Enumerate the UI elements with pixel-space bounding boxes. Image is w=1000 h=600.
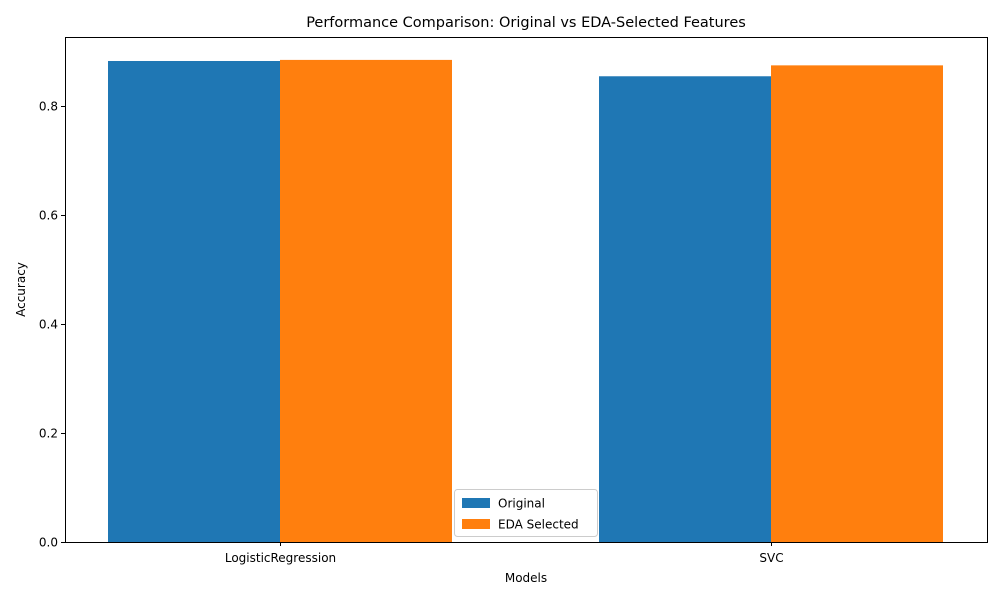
x-tick-label: LogisticRegression	[225, 551, 336, 565]
x-tick-label: SVC	[759, 551, 783, 565]
legend-label: Original	[498, 497, 545, 511]
legend-label: EDA Selected	[498, 518, 579, 532]
y-axis-label: Accuracy	[14, 262, 28, 317]
bar-original-svc	[599, 76, 771, 542]
x-axis: LogisticRegression SVC	[225, 542, 784, 565]
legend: Original EDA Selected	[454, 489, 598, 537]
bar-original-logisticregression	[108, 60, 280, 543]
chart-title: Performance Comparison: Original vs EDA-…	[306, 15, 746, 31]
x-axis-label: Models	[505, 571, 547, 585]
legend-swatch	[462, 498, 490, 508]
y-axis: 0.0 0.2 0.4 0.6 0.8	[39, 100, 65, 550]
plot-frame	[65, 37, 988, 543]
bar-eda-selected-svc	[771, 65, 943, 543]
y-tick-label: 0.8	[39, 100, 58, 114]
legend-swatch	[462, 519, 490, 529]
legend-box	[454, 489, 598, 537]
y-tick-label: 0.4	[39, 318, 58, 332]
y-tick-label: 0.2	[39, 427, 58, 441]
bars	[108, 59, 943, 543]
y-tick-label: 0.0	[39, 536, 58, 550]
y-tick-label: 0.6	[39, 209, 58, 223]
bar-eda-selected-logisticregression	[280, 59, 452, 542]
